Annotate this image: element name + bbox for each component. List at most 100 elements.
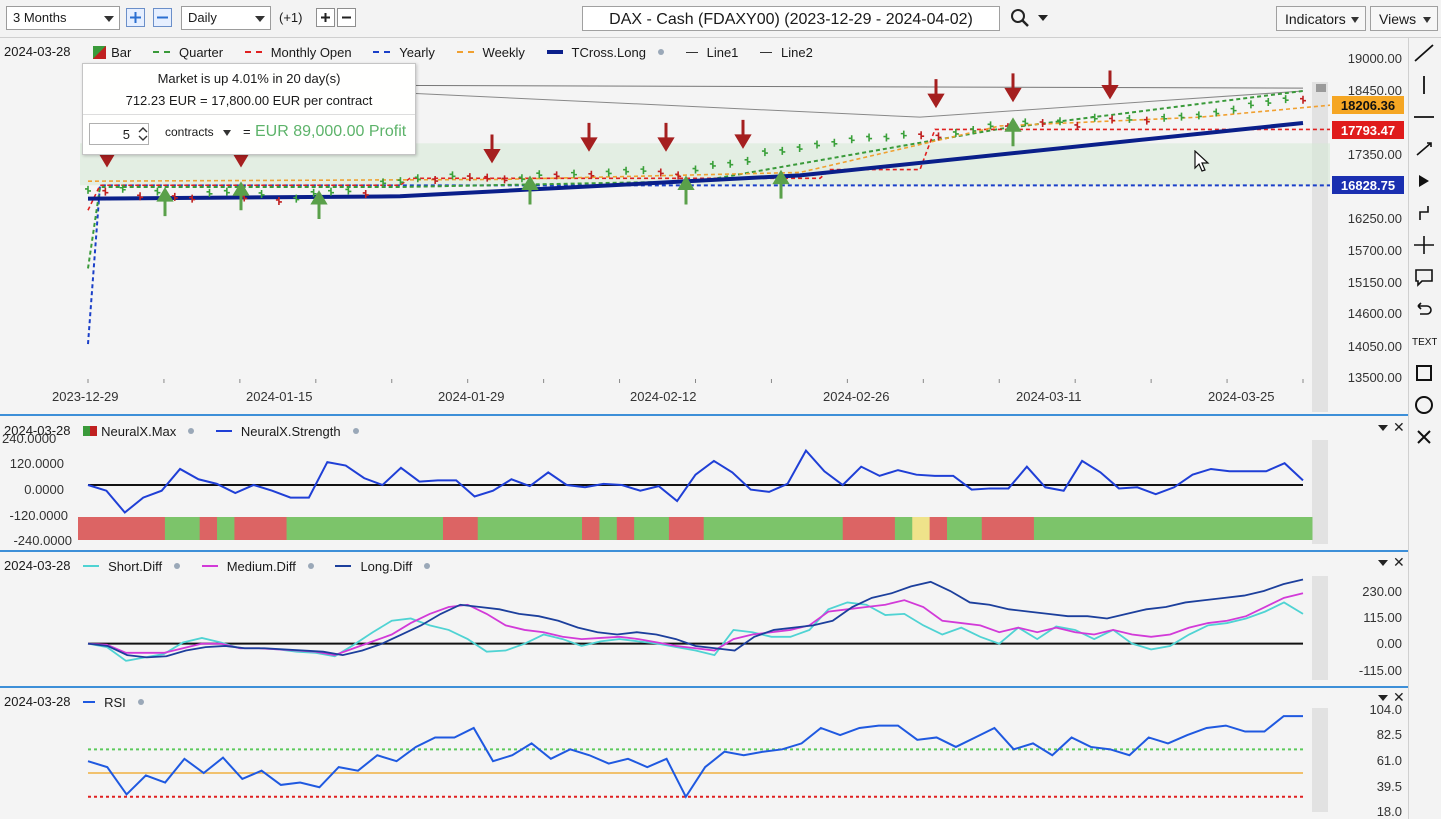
- neural-max-cell: [1155, 517, 1174, 540]
- interval-dropdown[interactable]: Daily: [181, 6, 271, 30]
- neural-max-cell: [564, 517, 583, 540]
- undo-tool-icon[interactable]: [1412, 298, 1436, 320]
- pane-menu-chevron-icon[interactable]: [1378, 560, 1388, 566]
- legend-line2[interactable]: Line2: [760, 44, 822, 60]
- add-offset-button[interactable]: [316, 8, 335, 27]
- legend-bar[interactable]: Bar: [83, 44, 140, 60]
- neural-max-cell: [408, 517, 427, 540]
- scroll-thumb: [1316, 84, 1326, 92]
- price-bar: [675, 171, 682, 180]
- settings-dot-icon[interactable]: [352, 428, 359, 435]
- ray-tool-icon[interactable]: [1412, 138, 1436, 160]
- chart-title[interactable]: DAX - Cash (FDAXY00) (2023-12-29 - 2024-…: [582, 6, 1000, 31]
- legend-quarter[interactable]: Quarter: [152, 44, 232, 60]
- y-tick: 18450.00: [1347, 83, 1402, 98]
- circle-tool-icon[interactable]: [1412, 394, 1436, 416]
- minus-icon: [157, 16, 168, 19]
- settings-dot-icon[interactable]: [174, 563, 181, 570]
- diff-chart[interactable]: [0, 552, 1408, 686]
- comment-tool-icon[interactable]: [1412, 266, 1436, 288]
- close-pane-icon[interactable]: ✕: [1393, 689, 1405, 705]
- sell-arrow-icon: [734, 119, 752, 149]
- neural-max-cell: [651, 517, 670, 540]
- price-bar: [1109, 115, 1116, 124]
- trendline-tool-icon[interactable]: [1412, 42, 1436, 64]
- unit-dropdown[interactable]: contracts: [165, 125, 232, 139]
- neural-max-cell: [1120, 517, 1139, 540]
- price-bar: [1300, 95, 1306, 104]
- neural-max-cell: [112, 517, 131, 540]
- y-tick: -115.00: [1358, 663, 1402, 678]
- settings-dot-icon[interactable]: [657, 49, 664, 56]
- pane-menu-chevron-icon[interactable]: [1378, 695, 1388, 701]
- legend-monthly-open[interactable]: Monthly Open: [244, 44, 361, 60]
- legend-rsi[interactable]: RSI: [83, 694, 153, 710]
- price-bar: [796, 144, 803, 153]
- crosshair-tool-icon[interactable]: [1412, 234, 1436, 256]
- price-bar: [866, 133, 873, 142]
- buy-arrow-icon: [232, 181, 250, 211]
- legend-neural-strength[interactable]: NeuralX.Strength: [215, 423, 368, 439]
- settings-dot-icon[interactable]: [307, 563, 314, 570]
- legend-neural-max[interactable]: NeuralX.Max: [83, 423, 203, 439]
- settings-dot-icon[interactable]: [424, 563, 431, 570]
- legend-short-label: Short.Diff: [108, 558, 163, 574]
- legend-medium-diff[interactable]: Medium.Diff: [201, 558, 323, 574]
- y-tick: 14600.00: [1347, 306, 1402, 321]
- indicators-button[interactable]: Indicators: [1276, 6, 1366, 31]
- rsi-chart[interactable]: [0, 688, 1408, 819]
- pane-menu-chevron-icon[interactable]: [1378, 425, 1388, 431]
- legend-short-diff[interactable]: Short.Diff: [83, 558, 189, 574]
- views-button[interactable]: Views: [1370, 6, 1438, 31]
- neural-chart[interactable]: [0, 416, 1408, 550]
- price-bar: [779, 146, 786, 155]
- price-bar: [501, 175, 508, 184]
- plus-icon: [321, 13, 330, 22]
- neural-max-cell: [529, 517, 548, 540]
- zoom-out-button[interactable]: [153, 8, 172, 27]
- search-menu-chevron-icon[interactable]: [1038, 15, 1048, 21]
- stepper-arrows-icon[interactable]: [138, 125, 148, 143]
- legend-weekly[interactable]: Weekly: [456, 44, 534, 60]
- cursor-tool-icon[interactable]: [1412, 170, 1436, 192]
- search-icon[interactable]: [1008, 7, 1034, 29]
- pane-splitter[interactable]: [0, 686, 1408, 688]
- zoom-in-button[interactable]: [126, 8, 145, 27]
- yearly-price-label: 16828.75: [1332, 176, 1404, 194]
- legend-tcross-label: TCross.Long: [571, 44, 646, 60]
- legend-long-diff[interactable]: Long.Diff: [335, 558, 439, 574]
- text-tool-icon[interactable]: TEXT: [1411, 330, 1437, 352]
- pane-splitter[interactable]: [0, 550, 1408, 552]
- y-tick: 19000.00: [1347, 51, 1402, 66]
- legend-yearly[interactable]: Yearly: [373, 44, 444, 60]
- legend-line1[interactable]: Line1: [685, 44, 748, 60]
- price-bar: [275, 196, 282, 205]
- settings-dot-icon[interactable]: [137, 699, 144, 706]
- neural-max-cell: [825, 517, 844, 540]
- pane-splitter[interactable]: [0, 414, 1408, 416]
- neural-max-cell: [217, 517, 235, 540]
- delete-tool-icon[interactable]: [1412, 426, 1436, 448]
- step-line-tool-icon[interactable]: [1412, 202, 1436, 224]
- settings-dot-icon[interactable]: [188, 428, 195, 435]
- chevron-down-icon: [223, 129, 232, 136]
- y-tick: 15700.00: [1347, 243, 1402, 258]
- legend-monthly-label: Monthly Open: [270, 44, 352, 60]
- contract-calculator: 5 contracts = EUR 89,000.00 Profit: [83, 114, 415, 155]
- close-pane-icon[interactable]: ✕: [1393, 419, 1405, 435]
- neural-max-cell: [251, 517, 270, 540]
- price-bar: [709, 160, 716, 169]
- y-tick: -240.0000: [13, 533, 72, 548]
- price-bar: [1178, 112, 1185, 121]
- diff-pane[interactable]: [0, 552, 1408, 686]
- rectangle-tool-icon[interactable]: [1412, 362, 1436, 384]
- quantity-stepper[interactable]: 5: [89, 123, 149, 145]
- range-dropdown[interactable]: 3 Months: [6, 6, 120, 30]
- legend-tcross[interactable]: TCross.Long: [546, 44, 673, 60]
- remove-offset-button[interactable]: [337, 8, 356, 27]
- vertical-line-tool-icon[interactable]: [1412, 74, 1436, 96]
- close-pane-icon[interactable]: ✕: [1393, 554, 1405, 570]
- horizontal-line-tool-icon[interactable]: [1412, 106, 1436, 128]
- price-bar: [657, 168, 664, 177]
- price-bar: [154, 187, 161, 196]
